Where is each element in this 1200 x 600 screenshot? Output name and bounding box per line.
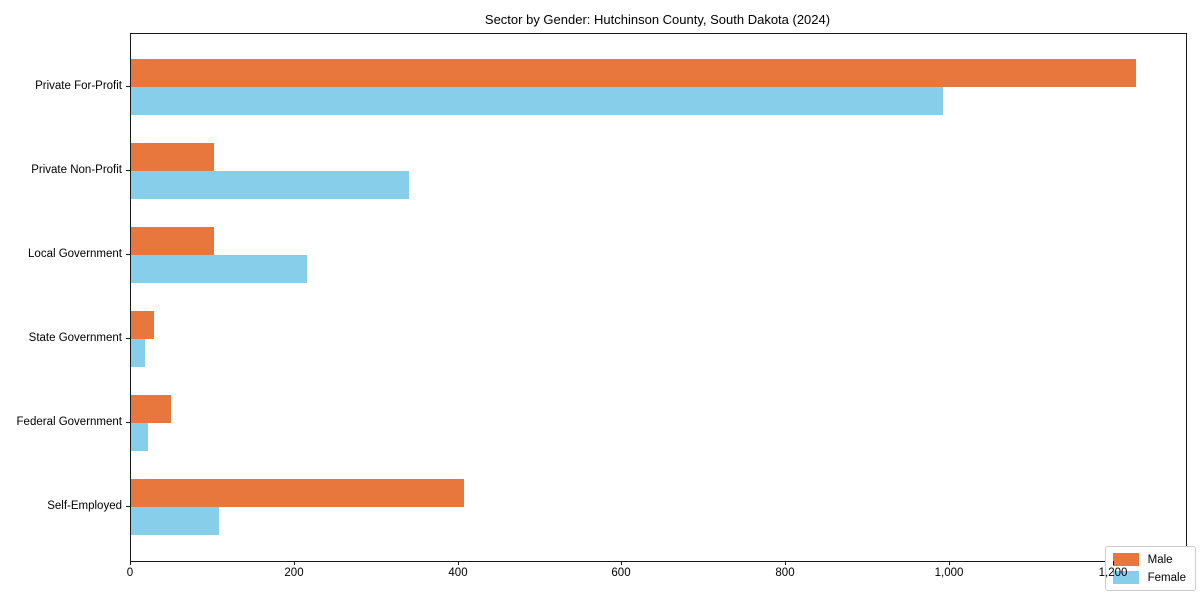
xtick-mark-6 xyxy=(1113,561,1114,565)
ytick-mark-4 xyxy=(126,422,130,423)
ytick-mark-1 xyxy=(126,170,130,171)
ytick-mark-3 xyxy=(126,338,130,339)
bar-male-4 xyxy=(131,395,171,423)
legend-swatch-male xyxy=(1112,553,1139,566)
bar-female-1 xyxy=(131,171,409,199)
bar-female-4 xyxy=(131,423,148,451)
xtick-mark-4 xyxy=(785,561,786,565)
ytick-label-0: Private For-Profit xyxy=(35,80,122,92)
xtick-label-3: 600 xyxy=(611,567,631,579)
ytick-mark-5 xyxy=(126,506,130,507)
ytick-label-4: Federal Government xyxy=(16,416,122,428)
xtick-label-2: 400 xyxy=(448,567,468,579)
legend-entry-female: Female xyxy=(1112,571,1186,584)
xtick-mark-2 xyxy=(458,561,459,565)
bar-female-5 xyxy=(131,507,219,535)
bar-male-2 xyxy=(131,227,214,255)
bar-male-0 xyxy=(131,59,1136,87)
xtick-label-5: 1,000 xyxy=(934,567,964,579)
xtick-label-6: 1,200 xyxy=(1098,567,1128,579)
xtick-mark-1 xyxy=(294,561,295,565)
legend: Male Female xyxy=(1104,546,1196,591)
ytick-label-5: Self-Employed xyxy=(47,500,122,512)
xtick-label-1: 200 xyxy=(284,567,304,579)
bar-male-3 xyxy=(131,311,154,339)
chart-title: Sector by Gender: Hutchinson County, Sou… xyxy=(484,12,831,27)
ytick-mark-0 xyxy=(126,86,130,87)
legend-label-female: Female xyxy=(1147,571,1186,584)
ytick-label-1: Private Non-Profit xyxy=(31,164,122,176)
xtick-label-4: 800 xyxy=(775,567,795,579)
xtick-mark-5 xyxy=(949,561,950,565)
bar-male-5 xyxy=(131,479,464,507)
legend-swatch-female xyxy=(1112,571,1139,584)
legend-label-male: Male xyxy=(1147,553,1173,566)
ytick-label-3: State Government xyxy=(28,332,122,344)
ytick-label-2: Local Government xyxy=(28,248,122,260)
plot-area xyxy=(130,33,1187,562)
bar-female-2 xyxy=(131,255,307,283)
legend-entry-male: Male xyxy=(1112,553,1186,566)
xtick-label-0: 0 xyxy=(126,567,134,579)
bar-female-3 xyxy=(131,339,145,367)
ytick-mark-2 xyxy=(126,254,130,255)
bar-female-0 xyxy=(131,87,943,115)
bar-male-1 xyxy=(131,143,214,171)
xtick-mark-3 xyxy=(621,561,622,565)
xtick-mark-0 xyxy=(130,561,131,565)
